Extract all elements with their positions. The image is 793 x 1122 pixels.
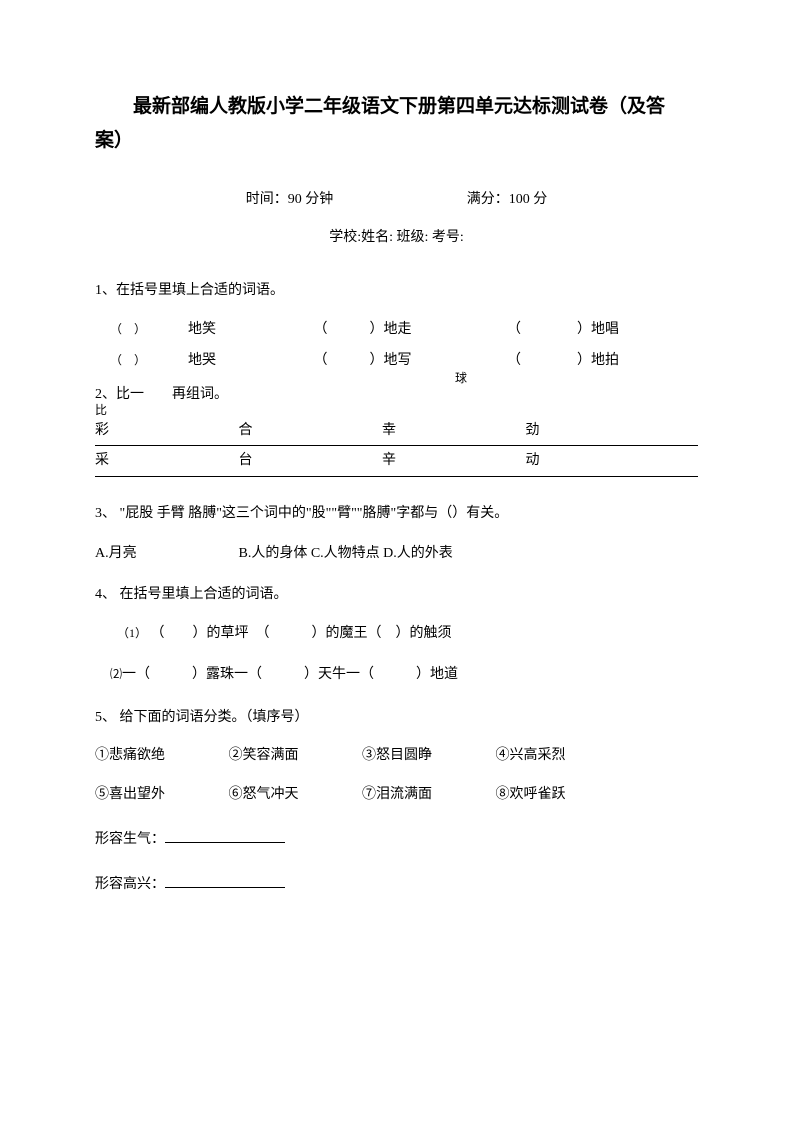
document-title: 最新部编人教版小学二年级语文下册第四单元达标测试卷（及答 案） — [95, 90, 698, 158]
q1-r1-c2-text: 地走 — [384, 322, 412, 337]
q2-r2-c3: 辛 — [382, 448, 522, 473]
q1-r2-c2-paren: （ ） — [314, 346, 384, 377]
q5-answer-happy: 形容高兴： — [95, 870, 698, 901]
q1-r2-c3-text: 地拍 — [591, 353, 619, 368]
q5-item-7: ⑦泪流满面 — [362, 780, 492, 811]
q5-item-3: ③怒目圆睁 — [362, 741, 492, 772]
q1-r2-c1-paren: （ ） — [110, 347, 146, 373]
question-5-prompt: 5、 给下面的词语分类。（填序号） — [95, 703, 698, 734]
q2-r1-c2: 合 — [239, 418, 379, 443]
title-line-2: 案） — [95, 130, 133, 151]
q5-item-5: ⑤喜出望外 — [95, 780, 225, 811]
q5-item-4: ④兴高采烈 — [496, 741, 626, 772]
q2-r2-c1: 采 — [95, 448, 235, 473]
q5-item-1: ①悲痛欲绝 — [95, 741, 225, 772]
q2-r1-c1: 彩 — [95, 418, 235, 443]
blank-line — [165, 874, 285, 888]
q3-options-rest: B.人的身体 C.人物特点 D.人的外表 — [239, 546, 453, 561]
question-3-options: A.月亮 B.人的身体 C.人物特点 D.人的外表 — [95, 539, 698, 570]
q5-item-2: ②笑容满面 — [229, 741, 359, 772]
q2-r2-c4: 动 — [526, 448, 666, 473]
question-4-prompt: 4、 在括号里填上合适的词语。 — [95, 580, 698, 611]
question-2-prompt: 2、比一 再组词。 — [95, 384, 698, 406]
q2-table-row-1: 彩 合 幸 劲 — [95, 416, 698, 446]
q1-r2-c1-text: 地哭 — [188, 353, 216, 368]
score-label: 满分：100 分 — [467, 192, 548, 207]
q2-r1-c4: 劲 — [526, 418, 666, 443]
q5-item-8: ⑧欢呼雀跃 — [496, 780, 626, 811]
q1-r1-c2-paren: （ ） — [314, 315, 384, 346]
q2-r2-c2: 台 — [239, 448, 379, 473]
q1-row-2: （ ） 地哭 （ ）地写 （ ）地拍 — [110, 346, 698, 377]
question-3-prompt: 3、 "屁股 手臂 胳膊"这三个词中的"股""臂""胳膊"字都与（）有关。 — [95, 499, 698, 530]
q4-sub-2: ⑵一（ ）露珠一（ ）天牛一（ ）地道 — [110, 660, 698, 691]
title-line-1: 最新部编人教版小学二年级语文下册第四单元达标测试卷（及答 — [133, 96, 665, 117]
q1-r1-c3-text: 地唱 — [591, 322, 619, 337]
q3-option-a: A.月亮 — [95, 539, 235, 570]
question-1-prompt: 1、在括号里填上合适的词语。 — [95, 276, 698, 307]
exam-info-time-score: 时间：90 分钟 满分：100 分 — [95, 188, 698, 208]
q1-r1-c1-paren: （ ） — [110, 316, 146, 342]
time-label: 时间：90 分钟 — [246, 188, 334, 208]
q5-item-6: ⑥怒气冲天 — [229, 780, 359, 811]
student-info-fields: 学校:姓名: 班级: 考号: — [95, 226, 698, 246]
q1-r1-c3-paren: （ ） — [507, 315, 591, 346]
q5-items-row-1: ①悲痛欲绝 ②笑容满面 ③怒目圆睁 ④兴高采烈 — [95, 741, 698, 772]
blank-line — [165, 829, 285, 843]
q1-r2-c2-text: 地写 — [384, 353, 412, 368]
q4-sub2-text: 一（ ）露珠一（ ）天牛一（ ）地道 — [122, 667, 458, 682]
q4-sub1-text: （ ）的草坪 （ ）的魔王（ ）的触须 — [151, 626, 452, 641]
q2-table-row-2: 采 台 辛 动 — [95, 446, 698, 476]
q5-answer-angry: 形容生气： — [95, 825, 698, 856]
q1-row-1: （ ） 地笑 （ ）地走 （ ）地唱 — [110, 315, 698, 346]
q5-ans1-label: 形容生气： — [95, 832, 165, 847]
q2-r1-c3: 幸 — [382, 418, 522, 443]
q5-items-row-2: ⑤喜出望外 ⑥怒气冲天 ⑦泪流满面 ⑧欢呼雀跃 — [95, 780, 698, 811]
q1-r1-c1-text: 地笑 — [188, 322, 216, 337]
q5-ans2-label: 形容高兴： — [95, 877, 165, 892]
q4-sub2-num: ⑵ — [110, 667, 122, 681]
q4-sub-1: （1） （ ）的草坪 （ ）的魔王（ ）的触须 — [117, 619, 698, 650]
q1-r2-c3-paren: （ ） — [507, 346, 591, 377]
q4-sub1-num: （1） — [117, 626, 147, 640]
